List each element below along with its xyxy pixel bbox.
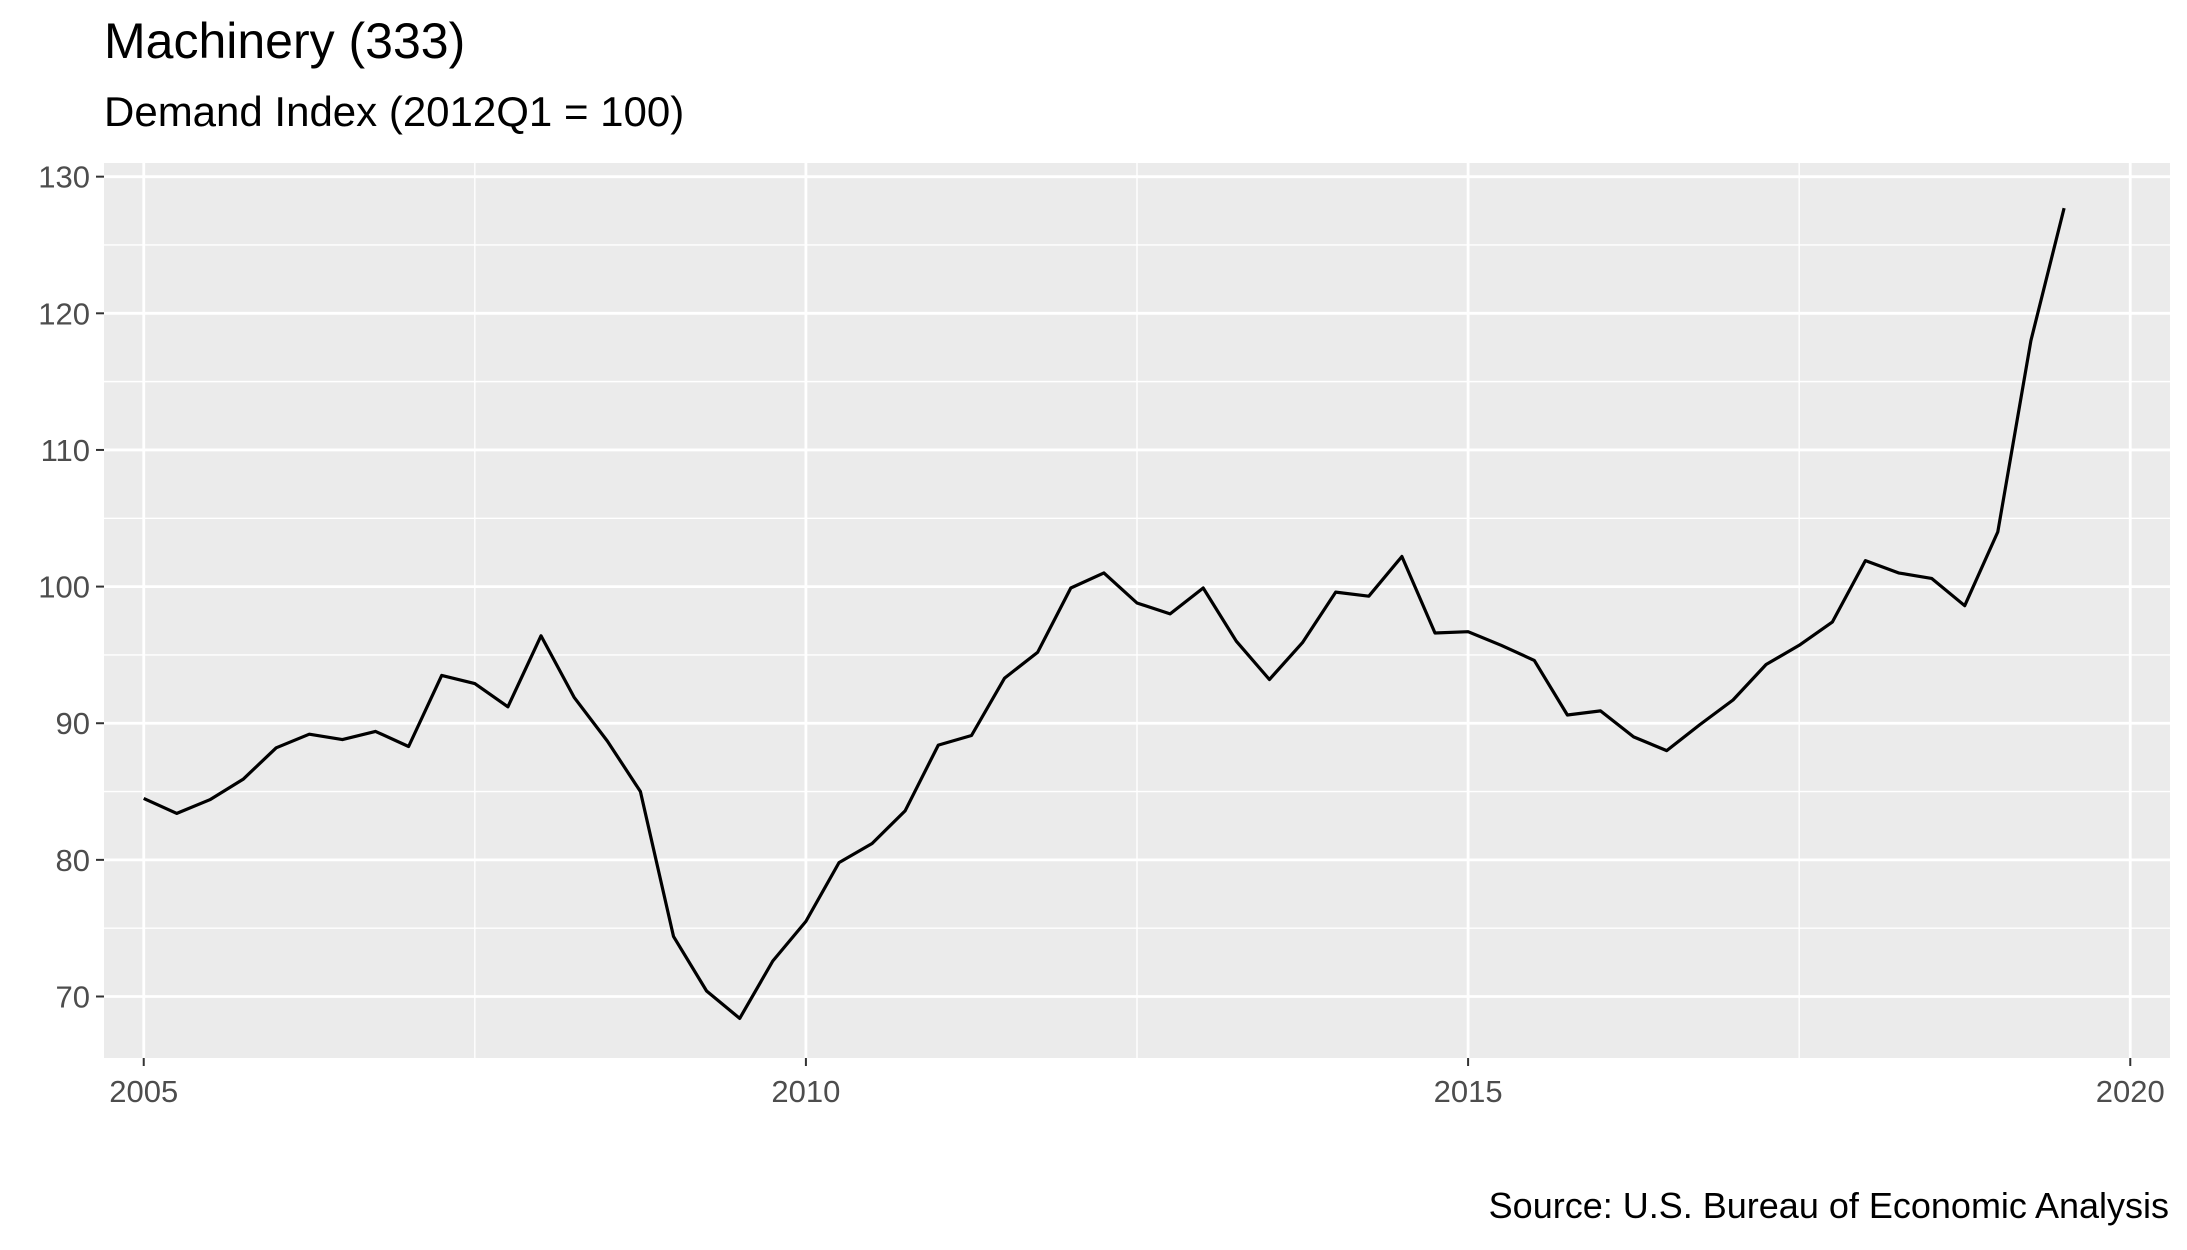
series-layer xyxy=(143,207,2066,1021)
y-tick-label: 130 xyxy=(38,160,90,195)
axes-layer: 2005 2010 2015 2020 70 80 90 100 110 120 130 xyxy=(38,160,2164,1109)
y-tick-label: 70 xyxy=(56,980,90,1015)
y-tick-label: 120 xyxy=(38,296,90,331)
x-tick-label: 2015 xyxy=(1434,1074,1503,1109)
y-tick-label: 80 xyxy=(56,843,90,878)
series-line xyxy=(143,207,2066,1021)
major-gridlines xyxy=(104,163,2170,1058)
x-tick-label: 2020 xyxy=(2096,1074,2165,1109)
y-tick-label: 110 xyxy=(41,433,90,468)
y-tick-label: 90 xyxy=(56,706,90,741)
x-tick-label: 2010 xyxy=(771,1074,840,1109)
chart-title: Machinery (333) xyxy=(104,13,466,69)
source-caption: Source: U.S. Bureau of Economic Analysis xyxy=(1488,1185,2169,1226)
x-tick-label: 2005 xyxy=(109,1074,178,1109)
y-tick-label: 100 xyxy=(38,570,90,605)
chart-subtitle: Demand Index (2012Q1 = 100) xyxy=(104,88,685,135)
